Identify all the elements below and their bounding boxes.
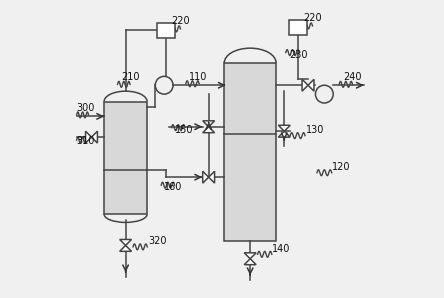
Text: 110: 110 (190, 72, 208, 82)
Polygon shape (120, 240, 131, 245)
Text: 140: 140 (273, 244, 291, 254)
Text: 150: 150 (174, 125, 193, 135)
Text: 310: 310 (77, 136, 95, 146)
Polygon shape (203, 171, 209, 183)
Polygon shape (278, 131, 290, 137)
Text: 220: 220 (303, 13, 321, 24)
Polygon shape (244, 253, 256, 259)
Polygon shape (209, 171, 214, 183)
Polygon shape (91, 131, 97, 143)
Text: 320: 320 (148, 236, 166, 246)
Bar (157, 23, 174, 38)
Text: 160: 160 (164, 182, 182, 192)
Bar (289, 20, 306, 35)
Text: 130: 130 (305, 125, 324, 135)
Bar (104, 102, 147, 214)
Polygon shape (244, 259, 256, 265)
Text: 300: 300 (77, 103, 95, 113)
Polygon shape (278, 125, 290, 131)
Bar (224, 63, 276, 241)
Polygon shape (302, 79, 308, 91)
Polygon shape (203, 121, 214, 127)
Polygon shape (308, 79, 314, 91)
Polygon shape (86, 131, 91, 143)
Text: 240: 240 (343, 72, 361, 82)
Text: 120: 120 (333, 162, 351, 172)
Polygon shape (203, 127, 214, 133)
Text: 220: 220 (171, 16, 190, 27)
Text: 230: 230 (289, 50, 308, 60)
Text: 210: 210 (121, 72, 140, 82)
Polygon shape (120, 245, 131, 251)
